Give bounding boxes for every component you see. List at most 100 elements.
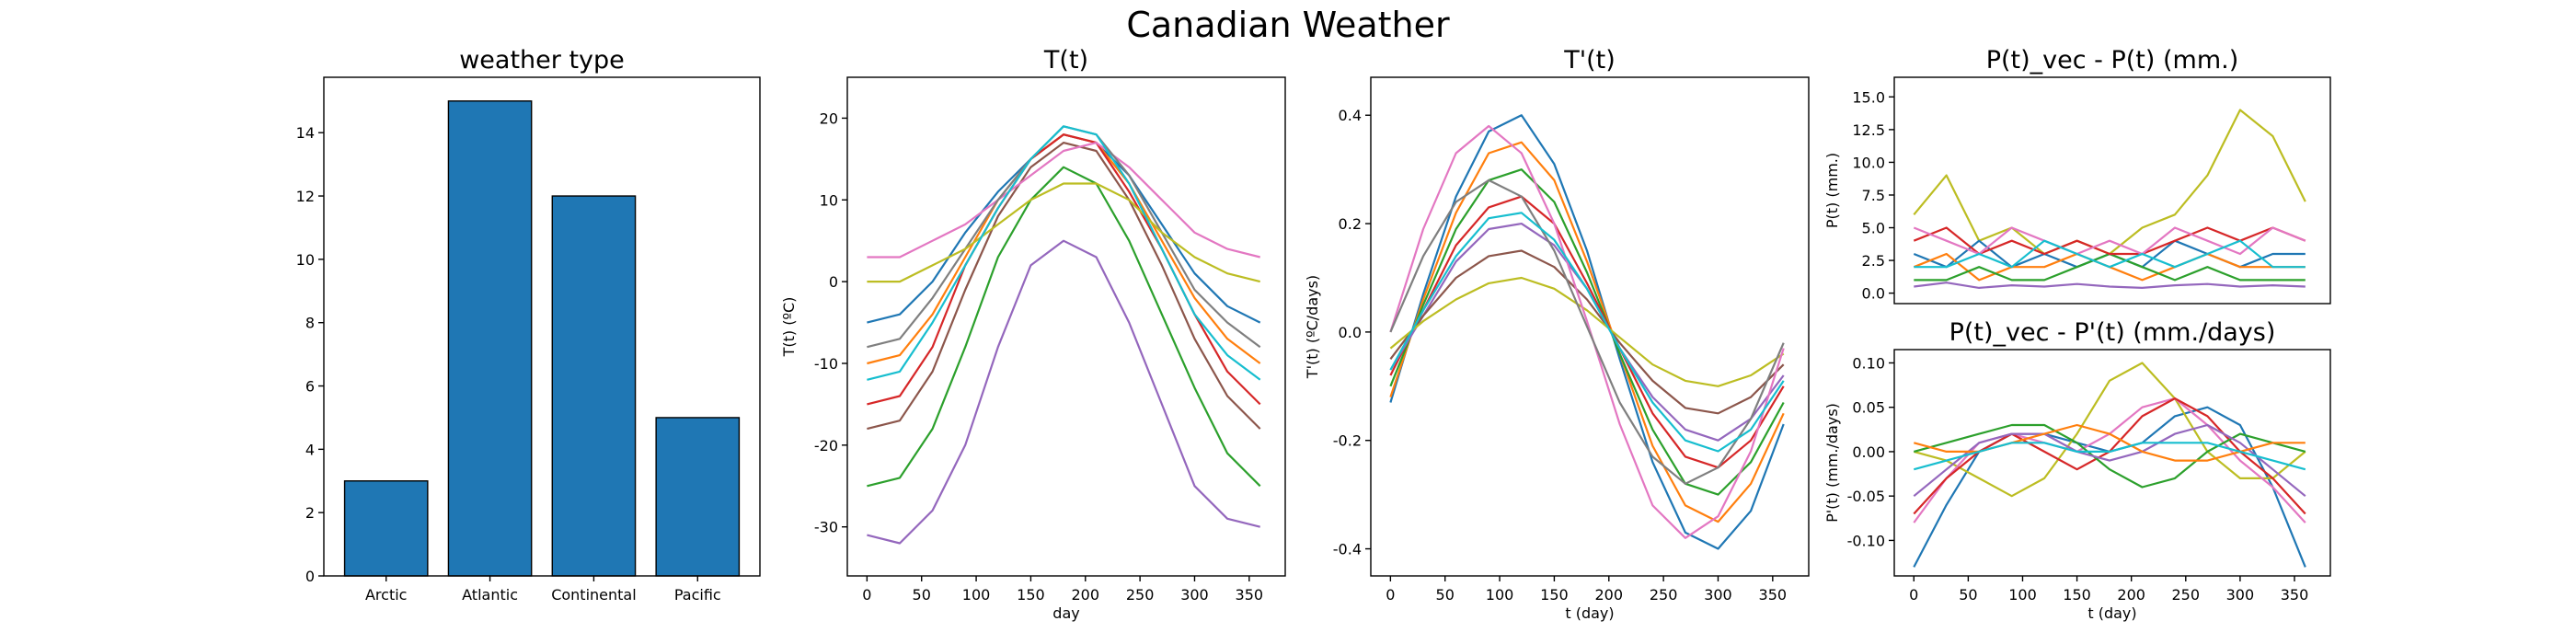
x-tick-label: 350 xyxy=(1759,586,1788,604)
x-tick-label: 0 xyxy=(1909,586,1918,604)
axes-title: P(t)_vec - P(t) (mm.) xyxy=(1986,46,2239,75)
y-tick-label: 0.2 xyxy=(1339,215,1362,233)
line-series xyxy=(1914,442,2306,471)
line-series xyxy=(1914,282,2306,289)
y-tick-label: -30 xyxy=(814,519,838,536)
line-series xyxy=(1389,249,1785,415)
axes-title: T'(t) xyxy=(1563,46,1616,75)
y-tick-label: 0.10 xyxy=(1852,354,1885,372)
x-tick-label: 300 xyxy=(1180,586,1209,604)
x-tick-label: Continental xyxy=(551,586,636,604)
line-series xyxy=(1389,124,1785,539)
line-series xyxy=(867,142,1260,259)
line-series xyxy=(1389,168,1785,496)
y-tick-label: -0.05 xyxy=(1847,488,1885,505)
y-tick-label: 2 xyxy=(305,504,315,522)
x-tick-label: 300 xyxy=(2226,586,2255,604)
x-tick-label: Arctic xyxy=(365,586,407,604)
figure-title: Canadian Weather xyxy=(1126,5,1450,45)
x-tick-label: 200 xyxy=(1594,586,1623,604)
line-series xyxy=(1914,362,2306,498)
y-tick-label: 8 xyxy=(305,315,315,332)
x-axis-label: day xyxy=(1052,604,1079,622)
y-tick-label: 2.5 xyxy=(1862,252,1885,270)
x-tick-label: 150 xyxy=(2063,586,2091,604)
x-tick-label: 100 xyxy=(1486,586,1514,604)
y-tick-label: 10 xyxy=(820,191,838,209)
bar xyxy=(551,195,637,577)
x-axis-label: t (day) xyxy=(2087,604,2136,622)
line-series xyxy=(1914,423,2306,489)
axes-frame xyxy=(1893,349,2331,577)
line-series xyxy=(867,182,1260,283)
x-tick-label: 50 xyxy=(1436,586,1455,604)
axes-title: T(t) xyxy=(1043,46,1088,75)
axes-frame xyxy=(1370,76,1810,577)
line-series xyxy=(1389,178,1785,485)
bar xyxy=(655,417,741,577)
y-tick-label: 4 xyxy=(305,441,315,458)
y-tick-label: 0 xyxy=(829,273,838,291)
y-tick-label: 5.0 xyxy=(1862,220,1885,237)
x-tick-label: Atlantic xyxy=(462,586,518,604)
y-tick-label: 0 xyxy=(305,568,315,585)
line-series xyxy=(1389,212,1785,453)
y-tick-label: 6 xyxy=(305,378,315,396)
x-tick-label: 200 xyxy=(2117,586,2145,604)
line-series xyxy=(1389,141,1785,523)
line-series xyxy=(1389,276,1785,387)
bar xyxy=(447,100,533,577)
y-tick-label: 10.0 xyxy=(1852,154,1885,171)
x-tick-label: 200 xyxy=(1071,586,1099,604)
y-tick-label: 12.5 xyxy=(1852,121,1885,139)
y-tick-label: 20 xyxy=(820,109,838,127)
y-tick-label: 0.05 xyxy=(1852,399,1885,417)
y-axis-label: P'(t) (mm./days) xyxy=(1823,403,1841,523)
x-tick-label: 150 xyxy=(1540,586,1569,604)
y-axis-label: T(t) (ºC) xyxy=(780,297,798,358)
x-tick-label: Pacific xyxy=(674,586,721,604)
bar xyxy=(343,480,429,577)
x-tick-label: 300 xyxy=(1704,586,1732,604)
x-tick-label: 150 xyxy=(1017,586,1045,604)
line-series xyxy=(867,239,1260,545)
y-tick-label: 10 xyxy=(296,251,315,269)
y-tick-label: 0.0 xyxy=(1862,285,1885,303)
x-tick-label: 250 xyxy=(1126,586,1155,604)
y-tick-label: -0.4 xyxy=(1333,541,1362,558)
line-series xyxy=(867,125,1261,381)
axes-frame xyxy=(323,76,761,577)
y-tick-label: -10 xyxy=(814,355,838,373)
y-axis-label: P(t) (mm.) xyxy=(1823,153,1841,228)
x-tick-label: 350 xyxy=(2281,586,2309,604)
line-series xyxy=(867,166,1261,488)
line-series xyxy=(1913,423,2306,498)
axes-frame xyxy=(846,76,1286,577)
y-tick-label: 0.0 xyxy=(1339,324,1362,341)
x-tick-label: 350 xyxy=(1236,586,1264,604)
axes-title: P(t)_vec - P'(t) (mm./days) xyxy=(1949,318,2276,347)
axes-frame xyxy=(1893,76,2331,305)
line-series xyxy=(1914,239,2306,269)
x-axis-label: t (day) xyxy=(1565,604,1614,622)
y-tick-label: -20 xyxy=(814,437,838,454)
axes-title: weather type xyxy=(459,46,625,75)
y-tick-label: 0.4 xyxy=(1339,107,1362,124)
y-tick-label: 12 xyxy=(296,188,315,205)
y-tick-label: 14 xyxy=(296,124,315,142)
x-tick-label: 0 xyxy=(862,586,871,604)
x-tick-label: 100 xyxy=(962,586,991,604)
x-tick-label: 50 xyxy=(913,586,931,604)
y-tick-label: 15.0 xyxy=(1852,88,1885,106)
y-tick-label: -0.2 xyxy=(1333,432,1362,450)
y-tick-label: 7.5 xyxy=(1862,187,1885,204)
y-tick-label: 0.00 xyxy=(1852,443,1885,461)
x-tick-label: 250 xyxy=(1650,586,1678,604)
line-series xyxy=(1389,114,1785,550)
line-series xyxy=(867,142,1261,431)
y-axis-label: T'(t) (ºC/days) xyxy=(1304,275,1321,379)
x-tick-label: 250 xyxy=(2172,586,2201,604)
x-tick-label: 50 xyxy=(1959,586,1977,604)
